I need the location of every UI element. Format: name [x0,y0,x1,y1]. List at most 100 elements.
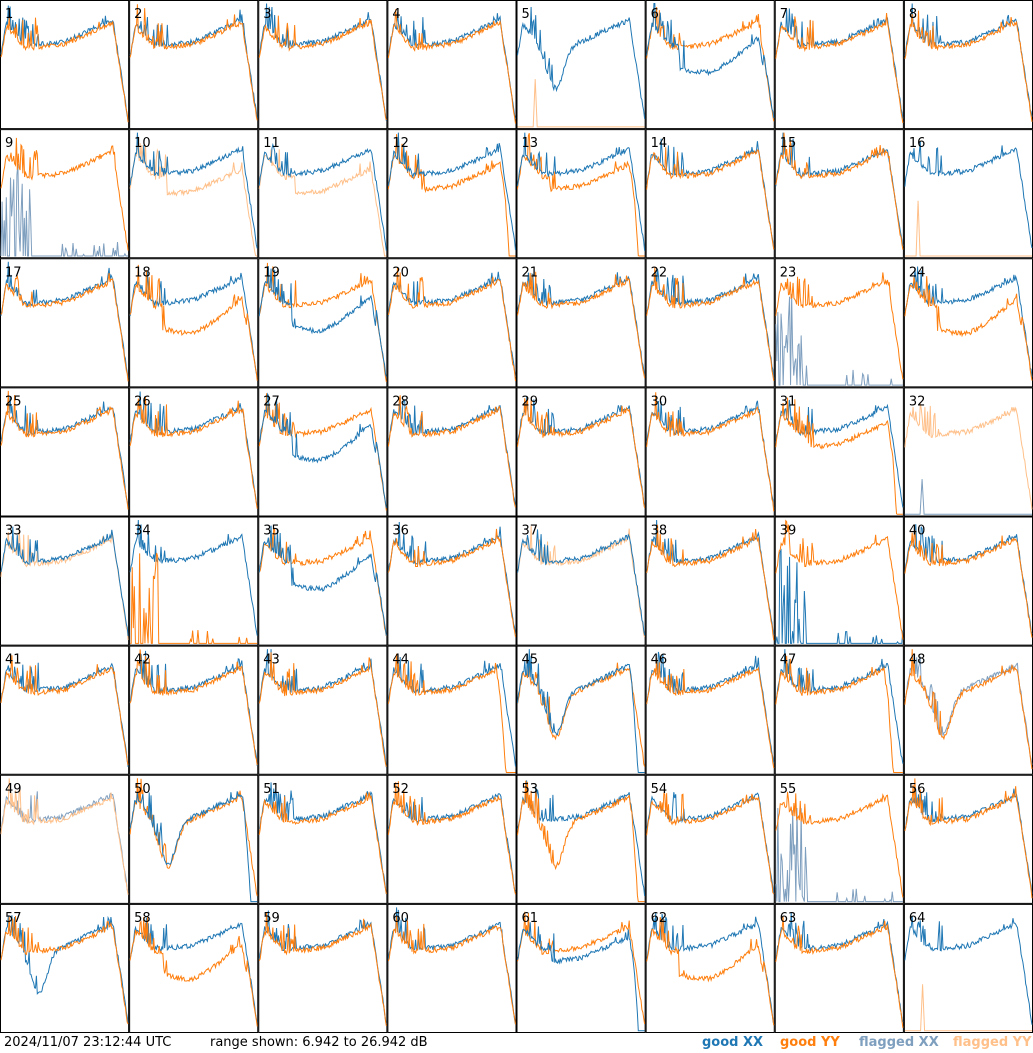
series-xx-6 [646,3,775,119]
series-yy-10 [129,143,258,257]
panel-frame [774,0,904,130]
panel-35: 35 [258,516,388,646]
panel-9: 9 [0,129,130,259]
panel-52: 52 [387,774,517,904]
series-yy-5 [517,79,645,128]
series-yy-41 [0,655,129,766]
panel-label: 15 [780,136,797,151]
series-yy-6 [646,6,775,122]
series-yy-60 [387,916,516,1025]
series-xx-3 [258,3,387,121]
panel-label: 57 [5,911,22,926]
panel-label: 2 [134,7,142,22]
series-yy-26 [129,397,258,509]
panel-11: 11 [258,129,388,259]
panel-label: 44 [392,653,409,668]
panel-47: 47 [774,645,904,775]
panel-label: 55 [780,782,797,797]
panel-22: 22 [645,258,775,388]
panel-label: 47 [780,653,797,668]
panel-label: 60 [392,911,409,926]
panel-54: 54 [645,774,775,904]
series-yy-2 [129,4,258,121]
panel-46: 46 [645,645,775,775]
panel-label: 56 [909,782,926,797]
panel-33: 33 [0,516,130,646]
panel-13: 13 [516,129,646,259]
panel-frame [258,387,388,517]
panel-frame [387,516,517,646]
series-xx-11 [258,142,387,251]
series-yy-57 [0,915,129,1025]
panel-16: 16 [903,129,1033,259]
panel-53: 53 [516,774,646,904]
panel-frame [0,516,130,646]
panel-43: 43 [258,645,388,775]
panel-48: 48 [903,645,1033,775]
series-xx-4 [387,12,516,120]
series-xx-2 [129,9,258,119]
series-yy-55 [775,791,904,898]
panel-frame [258,258,388,388]
series-xx-32 [904,479,1032,515]
panel-6: 6 [645,0,775,130]
panel-label: 13 [522,136,539,151]
panel-49: 49 [0,774,130,904]
series-yy-22 [646,267,775,381]
series-xx-15 [775,132,904,247]
panel-label: 34 [134,524,151,539]
series-yy-16 [904,200,1032,257]
panel-frame [645,387,775,517]
series-yy-17 [0,272,129,382]
panel-label: 32 [909,394,926,409]
series-yy-11 [258,149,387,257]
panel-42: 42 [129,645,259,775]
panel-24: 24 [903,258,1033,388]
series-yy-24 [904,276,1033,381]
panel-31: 31 [774,387,904,517]
panel-2: 2 [129,0,259,130]
panel-label: 58 [134,911,151,926]
panel-label: 21 [522,265,539,280]
series-xx-64 [904,915,1033,1025]
series-yy-30 [646,392,775,512]
panel-frame [387,0,517,130]
series-yy-61 [517,911,646,1024]
panel-label: 35 [263,524,280,539]
panel-20: 20 [387,258,517,388]
legend-flagged-yy: flagged YY [953,1035,1032,1050]
panel-label: 27 [263,394,280,409]
series-xx-41 [0,662,129,768]
series-yy-23 [775,272,904,380]
series-xx-9 [0,163,129,257]
panel-15: 15 [774,129,904,259]
series-xx-39 [775,548,904,644]
panel-58: 58 [129,903,259,1033]
panel-34: 34 [129,516,259,646]
panel-label: 51 [263,782,280,797]
panel-56: 56 [903,774,1033,904]
series-xx-27 [258,392,387,508]
panel-label: 3 [263,7,271,22]
panel-label: 30 [651,394,668,409]
series-xx-40 [904,524,1033,635]
series-xx-49 [0,791,129,892]
timestamp: 2024/11/07 23:12:44 UTC [4,1035,172,1050]
panel-label: 38 [651,524,668,539]
series-yy-31 [775,397,903,515]
panel-19: 19 [258,258,388,388]
series-yy-9 [0,137,129,251]
panel-45: 45 [516,645,646,775]
series-yy-45 [517,661,646,767]
series-yy-59 [258,911,387,1027]
panel-label: 43 [263,653,280,668]
panel-38: 38 [645,516,775,646]
panel-label: 63 [780,911,797,926]
series-xx-38 [646,519,775,635]
panel-18: 18 [129,258,259,388]
series-yy-47 [775,655,903,774]
panel-37: 37 [516,516,646,646]
series-xx-34 [129,519,258,636]
panel-39: 39 [774,516,904,646]
series-yy-28 [387,395,516,508]
